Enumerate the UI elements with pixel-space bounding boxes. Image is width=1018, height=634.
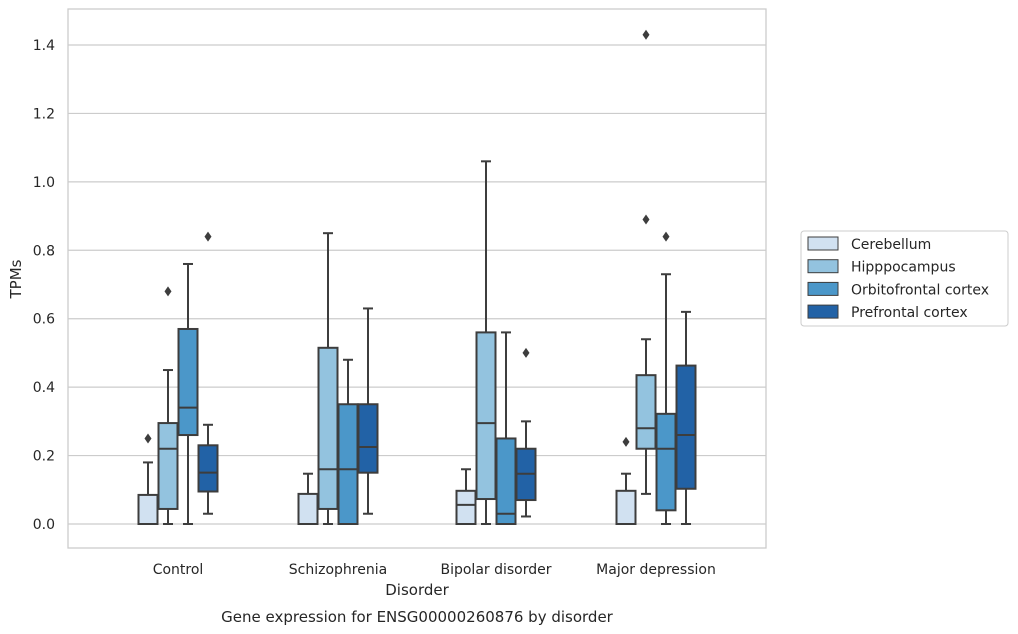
outlier-point xyxy=(164,286,172,297)
x-tick-label: Control xyxy=(153,562,204,578)
box-prefrontal-cortex xyxy=(675,310,697,525)
x-tick-label: Bipolar disorder xyxy=(440,562,551,578)
outlier-point xyxy=(204,231,212,242)
legend-swatch xyxy=(807,236,839,251)
box-orbitofrontal-cortex xyxy=(495,331,517,526)
chart-caption: Gene expression for ENSG00000260876 by d… xyxy=(221,608,614,626)
box-hipppocampus xyxy=(157,286,179,525)
box-iqr xyxy=(615,489,637,525)
y-tick-labels: 0.0 0.2 0.4 0.6 0.8 1.0 1.2 1.4 xyxy=(33,38,55,533)
box-hipppocampus xyxy=(317,232,339,525)
box-iqr xyxy=(197,444,219,493)
box-iqr xyxy=(317,346,339,510)
y-tick-label: 1.4 xyxy=(33,38,55,54)
box-layer xyxy=(137,29,697,526)
box-iqr xyxy=(475,331,497,501)
legend-label: Prefrontal cortex xyxy=(851,305,968,321)
outlier-point xyxy=(144,433,152,444)
box-orbitofrontal-cortex xyxy=(177,262,199,525)
x-tick-label: Major depression xyxy=(596,562,716,578)
box-orbitofrontal-cortex xyxy=(655,231,677,525)
box-iqr xyxy=(297,492,319,525)
y-axis-title: TPMs xyxy=(7,259,25,299)
box-iqr xyxy=(177,327,199,437)
legend-label: Orbitofrontal cortex xyxy=(851,282,989,298)
box-iqr xyxy=(455,489,477,525)
y-tick-label: 0.6 xyxy=(33,312,55,328)
legend-frame xyxy=(800,230,1009,327)
box-iqr xyxy=(675,364,697,490)
box-cerebellum xyxy=(297,472,319,525)
box-prefrontal-cortex xyxy=(357,307,379,515)
y-tick-label: 1.2 xyxy=(33,106,55,122)
outlier-point xyxy=(622,436,630,447)
box-cerebellum xyxy=(137,433,159,525)
box-cerebellum xyxy=(615,436,637,525)
y-tick-label: 0.8 xyxy=(33,243,55,259)
outlier-point xyxy=(522,347,530,358)
x-axis-title: Disorder xyxy=(385,581,449,599)
box-hipppocampus xyxy=(475,160,497,525)
x-tick-label: Schizophrenia xyxy=(289,562,387,578)
plot-frame xyxy=(67,8,767,549)
legend: Cerebellum Hipppocampus Orbitofrontal cort… xyxy=(800,230,1009,327)
y-tick-label: 1.0 xyxy=(33,175,55,191)
box-hipppocampus xyxy=(635,29,657,495)
box-prefrontal-cortex xyxy=(515,347,537,518)
legend-swatch xyxy=(807,259,839,274)
y-tick-label: 0.2 xyxy=(33,449,55,465)
box-iqr xyxy=(357,403,379,474)
box-iqr xyxy=(337,403,359,525)
outlier-point xyxy=(642,29,650,40)
legend-swatch xyxy=(807,281,839,296)
box-prefrontal-cortex xyxy=(197,231,219,515)
box-iqr xyxy=(157,422,179,510)
legend-label: Hipppocampus xyxy=(851,260,956,276)
box-iqr xyxy=(655,412,677,512)
y-tick-label: 0.4 xyxy=(33,380,55,396)
box-cerebellum xyxy=(455,468,477,525)
box-iqr xyxy=(635,374,657,450)
box-orbitofrontal-cortex xyxy=(337,358,359,525)
legend-swatch xyxy=(807,304,839,319)
box-iqr xyxy=(137,493,159,525)
legend-label: Cerebellum xyxy=(851,237,931,253)
y-tick-label: 0.0 xyxy=(33,517,55,533)
outlier-point xyxy=(662,231,670,242)
box-iqr xyxy=(495,437,517,526)
x-tick-labels: Control Schizophrenia Bipolar disorder Majo… xyxy=(153,562,716,578)
outlier-point xyxy=(642,214,650,225)
